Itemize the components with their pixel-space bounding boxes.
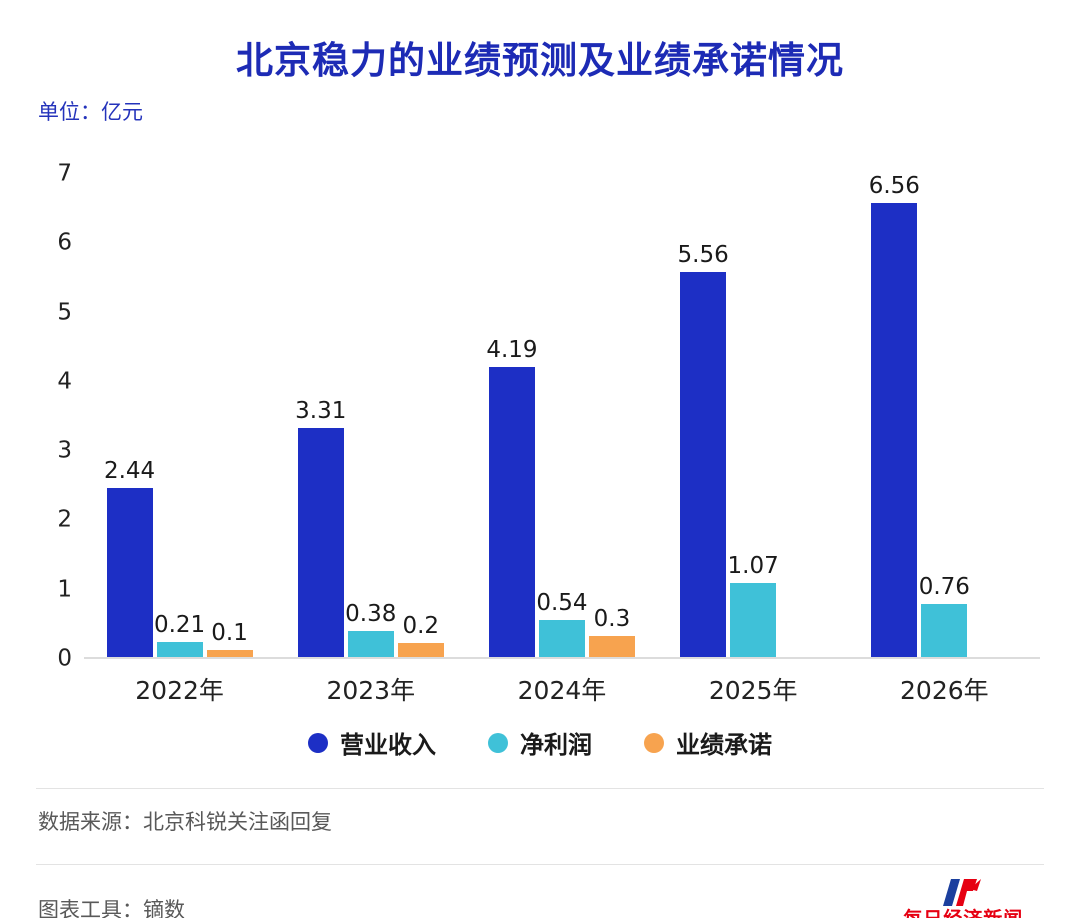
bar-column: 0.3	[588, 606, 635, 657]
bar	[347, 630, 394, 657]
bar-group: 4.19 0.54 0.3 2024年	[486, 174, 635, 705]
legend-dot-icon	[644, 732, 664, 753]
chart-title: 北京稳力的业绩预测及业绩承诺情况	[236, 39, 844, 82]
bar	[106, 487, 153, 657]
divider-bottom	[36, 864, 1044, 865]
bar-column: 0.1	[206, 620, 253, 657]
chart-tool: 图表工具：镝数	[38, 897, 185, 918]
legend-item: 营业收入	[308, 725, 436, 760]
bar-group: 2.44 0.21 0.1 2022年	[103, 174, 253, 705]
legend: 营业收入 净利润 业绩承诺	[0, 725, 1080, 760]
bar-value-label: 1.07	[727, 552, 779, 579]
x-axis-label: 2022年	[135, 676, 224, 705]
legend-label: 营业收入	[340, 731, 436, 759]
bar-column: 0.54	[536, 589, 588, 657]
bar-column: 0.2	[397, 613, 444, 657]
legend-item: 业绩承诺	[644, 725, 772, 760]
y-tick-label: 1	[57, 576, 72, 603]
legend-dot-icon	[308, 732, 328, 753]
logo-name: 每日经济新闻	[903, 909, 1023, 918]
y-tick-label: 3	[57, 437, 72, 464]
bar-value-label: 0.76	[918, 574, 970, 601]
bar-value-label: 0.54	[536, 589, 588, 616]
footer-row: 图表工具：镝数 每日经济新闻 NATIONAL BUSINESS DAILY	[38, 877, 1040, 918]
bar-value-label: 0.3	[593, 606, 631, 633]
bar-value-label: 0.38	[345, 600, 397, 627]
data-source: 数据来源：北京科锐关注函回复	[38, 810, 332, 834]
bar	[588, 636, 635, 657]
bar-group: 5.56 1.07 2025年	[677, 174, 826, 705]
unit-label: 单位：亿元	[38, 100, 143, 124]
bar-value-label: 5.56	[677, 241, 729, 268]
x-axis-label: 2024年	[517, 676, 607, 705]
bar-column: 5.56	[677, 241, 729, 657]
y-tick-label: 7	[57, 160, 72, 187]
plot-area: 2.44 0.21 0.1 2022年 3.31 0.38 0.2 2023年 4.19 0.54…	[84, 172, 1040, 705]
publisher-logo-icon	[943, 879, 982, 906]
x-axis-label: 2026年	[900, 676, 989, 705]
bar-value-label: 2.44	[103, 457, 156, 484]
y-tick-label: 2	[57, 506, 72, 533]
bar	[921, 604, 968, 657]
bar-group: 3.31 0.38 0.2 2023年	[295, 174, 444, 705]
y-tick-label: 5	[57, 299, 72, 326]
bar-group: 6.56 0.76 2026年	[868, 172, 1017, 705]
legend-item: 净利润	[488, 725, 592, 760]
x-axis-label: 2025年	[708, 676, 798, 705]
y-tick-label: 4	[57, 368, 72, 395]
bar-column: 1.07	[727, 552, 779, 657]
bar-column: 0.21	[153, 612, 206, 657]
bar-chart: 0 1 2 3 4 5 6 7 2.44 0.21 0.1 2022年 3.31 0.38 0.2 2023…	[38, 162, 1040, 705]
bar	[397, 643, 444, 657]
bar	[206, 650, 253, 657]
y-tick-label: 6	[57, 229, 72, 256]
legend-dot-icon	[488, 732, 508, 753]
bar-column: 0.76	[918, 574, 970, 657]
y-tick-label: 0	[57, 645, 72, 672]
publisher-logo: 每日经济新闻 NATIONAL BUSINESS DAILY	[887, 877, 1041, 918]
bar-column: 0.38	[345, 600, 397, 657]
bar	[297, 427, 344, 657]
bar-value-label: 4.19	[486, 336, 538, 363]
bar-value-label: 0.21	[153, 612, 206, 639]
bar	[871, 202, 918, 657]
bar	[538, 619, 585, 657]
bar-column: 6.56	[868, 172, 920, 657]
legend-label: 净利润	[520, 731, 592, 759]
x-axis-label: 2023年	[326, 676, 416, 705]
y-axis: 0 1 2 3 4 5 6 7	[38, 162, 84, 670]
bar-column: 2.44	[103, 457, 156, 657]
bar-column: 3.31	[295, 397, 347, 657]
bar-value-label: 6.56	[868, 172, 920, 199]
legend-label: 业绩承诺	[676, 731, 772, 759]
bar	[488, 366, 535, 657]
bar-value-label: 0.2	[402, 613, 440, 640]
bar	[156, 642, 203, 657]
bar-value-label: 0.1	[211, 620, 248, 647]
bar	[680, 271, 727, 657]
divider-top	[36, 788, 1044, 789]
bar-column: 4.19	[486, 336, 538, 657]
bar-value-label: 3.31	[295, 397, 347, 424]
bar	[730, 582, 777, 657]
